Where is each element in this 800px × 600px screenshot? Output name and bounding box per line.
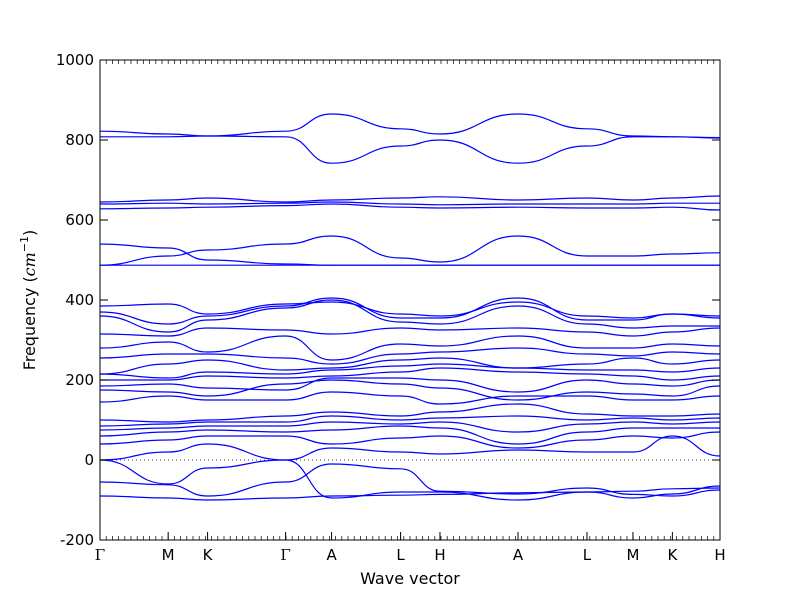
y-axis-title-close: ) bbox=[20, 230, 39, 236]
band-line-26 bbox=[99, 201, 720, 206]
band-line-15 bbox=[99, 357, 721, 375]
band-line-17 bbox=[99, 335, 721, 361]
band-line-1 bbox=[99, 487, 721, 501]
x-tick-label: M bbox=[162, 546, 175, 564]
band-line-10 bbox=[99, 391, 721, 405]
band-line-3 bbox=[99, 459, 721, 501]
x-tick-label: H bbox=[434, 546, 445, 564]
x-tick-label: L bbox=[583, 546, 592, 564]
band-line-11 bbox=[99, 379, 721, 401]
plot-frame bbox=[99, 59, 721, 541]
y-axis-title-unit: cm bbox=[20, 252, 39, 276]
band-line-12 bbox=[99, 377, 721, 393]
band-line-13 bbox=[99, 367, 721, 381]
x-tick-label: Γ bbox=[95, 546, 105, 564]
band-line-7 bbox=[99, 421, 721, 433]
y-axis-title: Frequency (cm−1) bbox=[18, 230, 39, 371]
band-line-5 bbox=[99, 431, 721, 449]
band-line-8 bbox=[99, 415, 721, 427]
y-tick-label: 800 bbox=[65, 131, 94, 149]
band-line-2 bbox=[99, 463, 721, 497]
y-tick-label: -200 bbox=[60, 531, 94, 549]
x-tick-label: M bbox=[626, 546, 639, 564]
band-line-24 bbox=[99, 243, 720, 266]
y-tick-label: 600 bbox=[65, 211, 94, 229]
x-tick-label: L bbox=[396, 546, 405, 564]
x-tick-label: K bbox=[667, 546, 678, 564]
y-tick-label: 400 bbox=[65, 291, 94, 309]
band-line-23 bbox=[99, 235, 721, 266]
y-axis-title-text: Frequency ( bbox=[20, 276, 39, 370]
band-lines bbox=[99, 113, 721, 501]
band-line-29 bbox=[99, 113, 721, 139]
band-line-14 bbox=[99, 363, 721, 379]
band-line-16 bbox=[99, 347, 721, 365]
band-line-21 bbox=[99, 301, 721, 319]
band-line-19 bbox=[99, 299, 720, 333]
x-tick-label: K bbox=[203, 546, 214, 564]
x-tick-label: Γ bbox=[280, 546, 290, 564]
y-tick-label: 200 bbox=[65, 371, 94, 389]
band-line-25 bbox=[99, 203, 721, 211]
band-line-27 bbox=[99, 195, 721, 203]
band-line-9 bbox=[99, 403, 721, 423]
y-tick-label: 1000 bbox=[56, 51, 94, 69]
x-tick-label: A bbox=[513, 546, 524, 564]
band-line-18 bbox=[99, 327, 721, 337]
band-line-6 bbox=[99, 425, 720, 445]
x-axis-title: Wave vector bbox=[360, 569, 460, 588]
x-minor-ticks bbox=[99, 60, 715, 540]
y-tick-label: 0 bbox=[84, 451, 94, 469]
y-axis-ticks: -200 0 200 400 600 800 1000 bbox=[56, 51, 720, 549]
x-tick-label: H bbox=[714, 546, 725, 564]
x-tick-label: A bbox=[326, 546, 337, 564]
y-axis-title-exponent: −1 bbox=[18, 236, 31, 252]
band-line-20 bbox=[99, 297, 721, 325]
band-line-4 bbox=[99, 435, 721, 461]
